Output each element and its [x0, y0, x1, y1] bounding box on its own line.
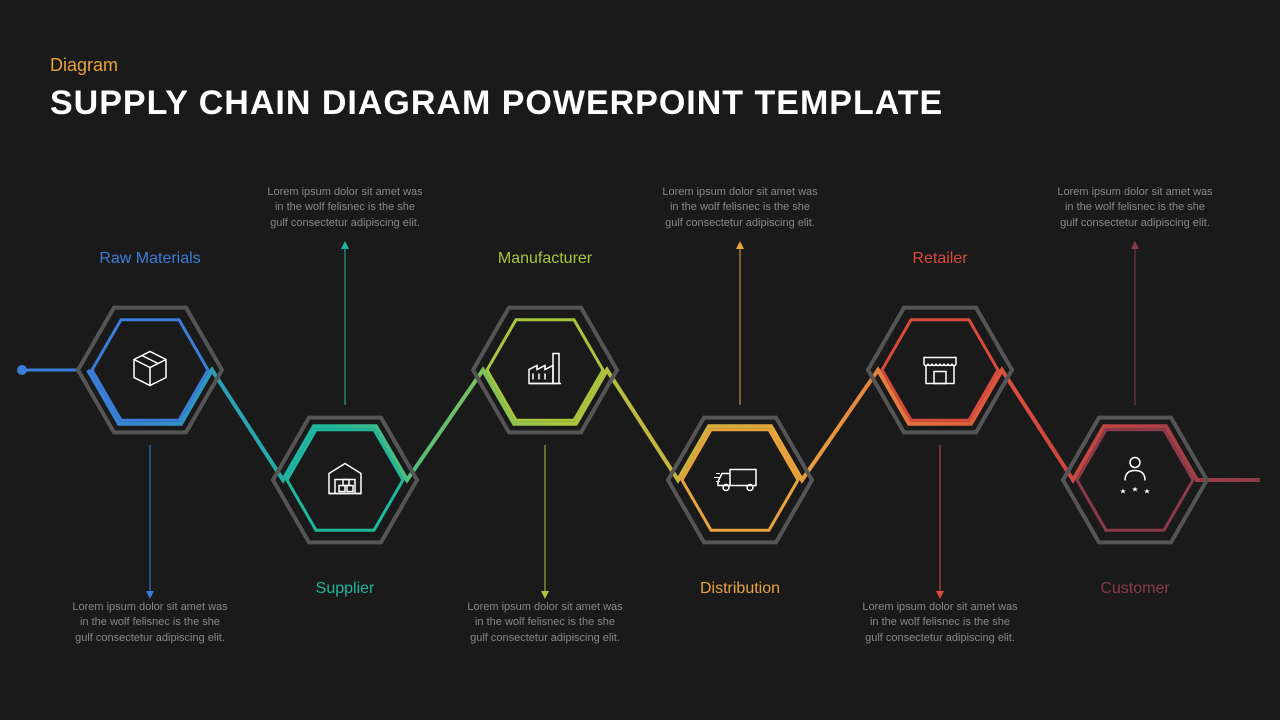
desc-arrow-2	[541, 591, 549, 599]
node-desc-5: Lorem ipsum dolor sit amet was in the wo…	[1055, 185, 1215, 231]
factory-icon	[521, 344, 569, 397]
node-label-4: Retailer	[870, 250, 1010, 268]
truck-icon	[714, 454, 766, 507]
box-icon	[126, 344, 174, 397]
chain-connector	[88, 370, 1260, 480]
node-desc-4: Lorem ipsum dolor sit amet was in the wo…	[860, 600, 1020, 646]
node-label-3: Distribution	[670, 580, 810, 598]
supply-chain-diagram: Raw Materials Lorem ipsum dolor sit amet …	[0, 0, 1280, 720]
shop-icon	[916, 344, 964, 397]
node-label-0: Raw Materials	[80, 250, 220, 268]
node-desc-0: Lorem ipsum dolor sit amet was in the wo…	[70, 600, 230, 646]
desc-arrow-4	[936, 591, 944, 599]
desc-arrow-5	[1131, 241, 1139, 249]
desc-arrow-3	[736, 241, 744, 249]
node-desc-2: Lorem ipsum dolor sit amet was in the wo…	[465, 600, 625, 646]
node-desc-1: Lorem ipsum dolor sit amet was in the wo…	[265, 185, 425, 231]
node-label-1: Supplier	[275, 580, 415, 598]
desc-arrow-0	[146, 591, 154, 599]
customer-icon	[1111, 451, 1159, 510]
desc-arrow-1	[341, 241, 349, 249]
warehouse-icon	[321, 454, 369, 507]
node-label-2: Manufacturer	[475, 250, 615, 268]
node-desc-3: Lorem ipsum dolor sit amet was in the wo…	[660, 185, 820, 231]
node-label-5: Customer	[1065, 580, 1205, 598]
